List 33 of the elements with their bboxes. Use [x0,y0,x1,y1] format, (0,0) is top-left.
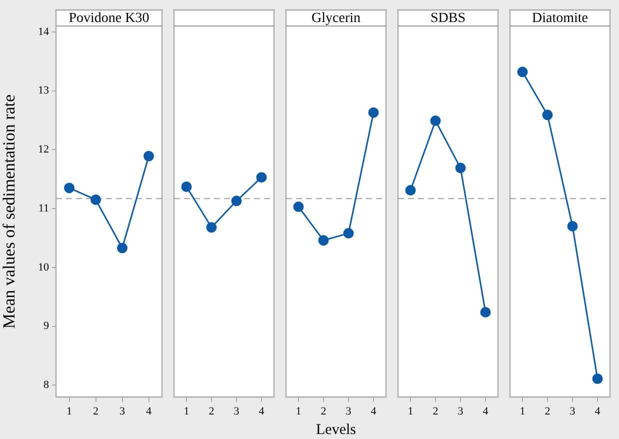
x-tick-label: 2 [432,405,438,418]
chart-title: SDBS [430,11,466,26]
y-tick-label: 10 [38,261,50,274]
x-tick-label: 1 [296,405,302,418]
x-tick-label: 4 [258,405,265,418]
y-tick-label: 14 [38,26,50,38]
x-tick-label: 4 [594,405,601,418]
x-tick-label: 2 [93,405,98,418]
x-tick-label: 1 [184,405,190,418]
chart-title: Glycerin [312,11,360,26]
y-axis-title: Mean values of sedimentation rate [0,94,19,329]
x-tick-label: 2 [320,405,326,418]
x-tick-label: 2 [544,405,550,418]
x-tick-label: 3 [570,405,576,418]
x-tick-label: 3 [458,405,464,418]
x-tick-label: 4 [482,405,489,418]
y-tick-label: 9 [44,320,50,332]
x-tick-label: 1 [66,405,72,418]
chart-title: Diatomite [532,11,588,26]
y-tick-label: 8 [44,379,50,392]
x-tick-label: 2 [208,405,214,418]
x-tick-label: 3 [234,405,240,418]
y-tick-label: 11 [38,202,49,214]
y-tick-label: 12 [38,144,49,156]
x-tick-label: 3 [346,405,352,418]
x-axis-title: Levels [316,422,356,438]
y-tick-label: 13 [38,84,50,97]
x-tick-label: 1 [520,405,526,418]
x-tick-label: 4 [146,405,152,418]
x-tick-label: 3 [120,405,126,418]
chart-title: Povidone K30 [68,11,150,26]
x-tick-label: 1 [408,405,414,418]
x-tick-label: 4 [370,405,377,418]
